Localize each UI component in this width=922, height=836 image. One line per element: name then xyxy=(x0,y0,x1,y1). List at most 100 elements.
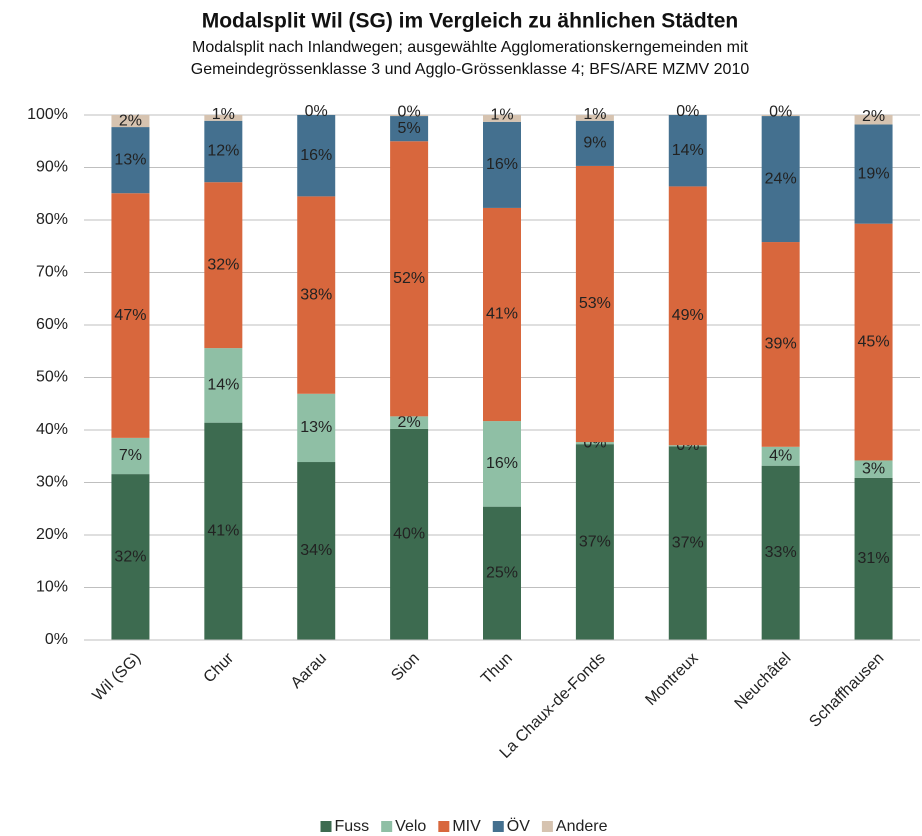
x-tick-label: Wil (SG) xyxy=(89,650,144,705)
x-tick-label: Neuchâtel xyxy=(732,650,795,713)
data-label: 47% xyxy=(114,307,146,324)
data-label: 0% xyxy=(676,103,699,120)
x-tick-label: Aarau xyxy=(288,650,330,692)
data-label: 1% xyxy=(490,107,513,124)
bar-segment xyxy=(204,348,243,423)
bar-segment xyxy=(575,444,614,640)
data-label: 52% xyxy=(393,270,425,287)
bar-segment xyxy=(390,141,429,417)
data-label: 14% xyxy=(207,377,239,394)
y-tick-label: 90% xyxy=(36,159,68,176)
y-tick-label: 20% xyxy=(36,526,68,543)
y-tick-label: 0% xyxy=(45,631,68,648)
legend-label: Velo xyxy=(395,818,426,835)
bar-segment xyxy=(204,422,243,640)
bar-segment xyxy=(668,446,707,640)
y-tick-label: 80% xyxy=(36,211,68,228)
x-tick-label: Montreux xyxy=(642,650,701,709)
y-tick-label: 60% xyxy=(36,316,68,333)
data-label: 37% xyxy=(672,534,704,551)
bar-segment xyxy=(575,442,614,445)
y-tick-label: 40% xyxy=(36,421,68,438)
bar-segment xyxy=(111,127,150,194)
chart-title: Modalsplit Wil (SG) im Vergleich zu ähnl… xyxy=(202,10,739,33)
bar-segment xyxy=(111,115,150,128)
bar-segment xyxy=(575,115,614,121)
bar-segment xyxy=(111,437,150,475)
data-label: 34% xyxy=(300,542,332,559)
bar-segment xyxy=(390,428,429,640)
data-label: 24% xyxy=(765,170,797,187)
legend-label: Fuss xyxy=(335,818,370,835)
bar-segment xyxy=(483,121,521,208)
data-label: 38% xyxy=(300,286,332,303)
bar-segment xyxy=(483,421,521,507)
data-label: 16% xyxy=(300,147,332,164)
data-label: 31% xyxy=(858,550,890,567)
data-label: 37% xyxy=(579,533,611,550)
bar-segment xyxy=(854,460,893,478)
bar-segment xyxy=(854,477,893,640)
bar-segment xyxy=(483,207,521,422)
data-label: 7% xyxy=(119,447,142,464)
bar-segment xyxy=(575,120,614,166)
bar-segment xyxy=(761,242,800,447)
data-label: 9% xyxy=(583,135,606,152)
x-tick-label: Schaffhausen xyxy=(806,650,887,731)
bar-segment xyxy=(297,462,336,640)
data-label: 39% xyxy=(765,336,797,353)
legend-swatch xyxy=(438,821,450,832)
data-label: 13% xyxy=(114,151,146,168)
data-label: 1% xyxy=(212,106,235,123)
bar-segment xyxy=(111,193,150,438)
legend-swatch xyxy=(381,821,393,832)
bar-segment xyxy=(390,115,429,117)
data-label: 1% xyxy=(583,106,606,123)
chart-subtitle: Gemeindegrössenklasse 3 und Agglo-Grösse… xyxy=(191,61,750,78)
data-label: 41% xyxy=(207,523,239,540)
data-label: 16% xyxy=(486,455,518,472)
legend-label: MIV xyxy=(452,818,481,835)
legend-swatch xyxy=(320,821,332,832)
data-label: 2% xyxy=(398,414,421,431)
bar-segment xyxy=(483,115,521,122)
y-tick-label: 30% xyxy=(36,474,68,491)
x-tick-label: La Chaux-de-Fonds xyxy=(497,650,609,762)
y-tick-label: 70% xyxy=(36,264,68,281)
data-label: 45% xyxy=(858,333,890,350)
chart-subtitle: Modalsplit nach Inlandwegen; ausgewählte… xyxy=(192,39,748,56)
x-tick-label: Thun xyxy=(478,650,516,688)
bar-segment xyxy=(297,393,336,463)
bar-segment xyxy=(854,223,893,461)
data-label: 3% xyxy=(862,460,885,477)
data-label: 12% xyxy=(207,143,239,160)
bar-segment xyxy=(390,416,429,429)
bar-segment xyxy=(575,165,614,443)
bar-segment xyxy=(668,445,707,447)
bar-segment xyxy=(297,196,336,394)
data-label: 41% xyxy=(486,306,518,323)
legend-swatch xyxy=(541,821,553,832)
data-label: 32% xyxy=(114,548,146,565)
bar-segment xyxy=(111,474,150,640)
bar-segment xyxy=(668,186,707,446)
y-tick-label: 100% xyxy=(27,106,68,123)
data-label: 53% xyxy=(579,295,611,312)
bar-segment xyxy=(204,120,243,183)
data-label: 32% xyxy=(207,256,239,273)
bar-segment xyxy=(668,115,707,187)
legend-label: Andere xyxy=(556,818,608,835)
bar-segment xyxy=(761,116,800,243)
bar-segment xyxy=(204,182,243,349)
bar-segment xyxy=(761,446,800,466)
data-label: 2% xyxy=(862,108,885,125)
data-label: 49% xyxy=(672,307,704,324)
legend-label: ÖV xyxy=(507,817,530,835)
data-label: 4% xyxy=(769,447,792,464)
data-label: 0% xyxy=(398,104,421,121)
bar-segment xyxy=(390,116,429,142)
bar-segment xyxy=(204,115,243,121)
data-label: 16% xyxy=(486,156,518,173)
y-tick-label: 50% xyxy=(36,369,68,386)
